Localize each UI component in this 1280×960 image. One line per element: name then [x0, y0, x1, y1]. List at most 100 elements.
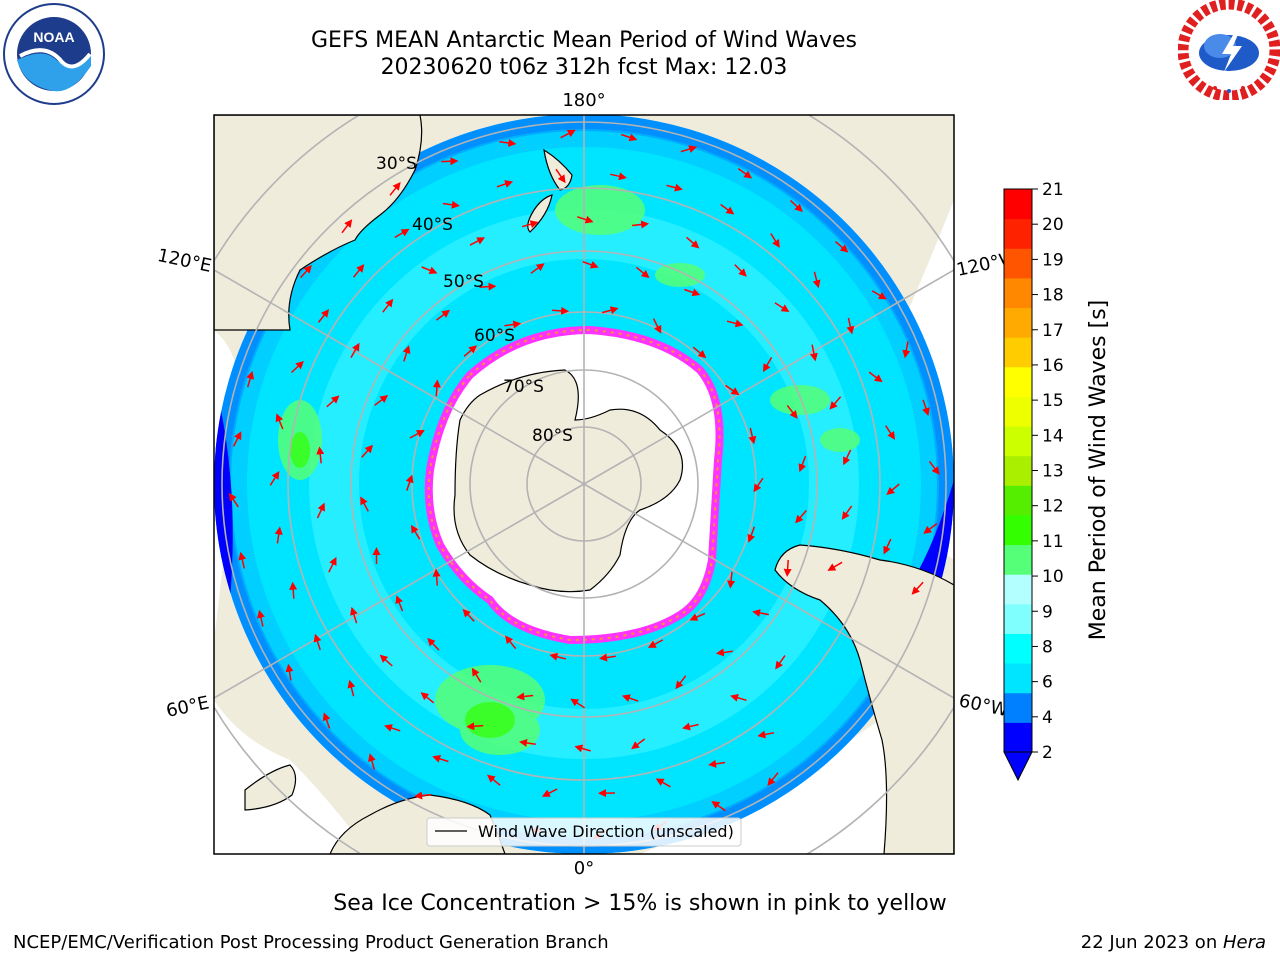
wind-wave-arrow: [389, 181, 401, 196]
colorbar-tick-label: 19: [1042, 250, 1064, 270]
wind-wave-arrow: [829, 396, 842, 410]
footer-credit: NCEP/EMC/Verification Post Processing Pr…: [13, 932, 609, 953]
map-border: [213, 114, 955, 855]
wind-wave-arrow: [812, 271, 821, 289]
wind-wave-arrow: [621, 694, 639, 702]
wind-wave-arrow: [871, 290, 887, 300]
wind-wave-arrow: [420, 692, 435, 704]
wind-wave-arrow: [689, 612, 706, 621]
wind-wave-arrow: [753, 477, 764, 493]
wind-wave-arrow: [652, 318, 662, 334]
wind-wave-arrow: [326, 395, 340, 408]
wind-wave-arrow: [734, 264, 747, 277]
lat-label-50s: 50°S: [443, 272, 484, 292]
wind-wave-arrow: [379, 654, 393, 667]
colorbar-tick-label: 4: [1042, 708, 1053, 728]
wind-wave-arrow: [402, 345, 411, 362]
colorbar-segment: [1004, 218, 1032, 249]
wind-wave-arrow: [748, 427, 757, 445]
wind-wave-arrow: [762, 357, 773, 373]
wind-wave-arrow: [436, 309, 451, 321]
australia: [214, 115, 423, 331]
colorbar-segment: [1004, 277, 1032, 309]
lat-label-30s: 30°S: [376, 154, 417, 174]
colorbar-tick-label: 15: [1042, 391, 1064, 411]
wind-wave-arrow: [775, 655, 786, 670]
colorbar-label: Mean Period of Wind Waves [s]: [1086, 300, 1111, 640]
wind-wave-arrow: [394, 228, 410, 239]
wind-wave-arrow: [275, 413, 284, 430]
colorbar-tick-label: 12: [1042, 497, 1064, 517]
wind-wave-arrow: [432, 754, 449, 763]
wind-wave-arrow: [632, 220, 650, 229]
wind-wave-arrow: [382, 298, 394, 313]
wind-wave-arrow: [462, 608, 475, 622]
wind-wave-arrow: [410, 524, 421, 540]
wind-wave-arrow: [577, 215, 594, 224]
wind-wave-arrow: [682, 722, 699, 731]
wind-wave-arrow: [747, 526, 756, 543]
wind-wave-arrows: [228, 129, 940, 840]
noaa-logo: NOAA: [3, 3, 105, 105]
colorbar-segment: [1004, 337, 1032, 368]
wind-wave-arrow: [516, 692, 534, 701]
wind-wave-arrow: [414, 791, 432, 800]
wind-wave-arrow: [504, 320, 522, 329]
wind-wave-arrow: [574, 744, 591, 753]
wind-wave-arrow: [300, 264, 312, 279]
wind-wave-arrow: [843, 449, 852, 466]
wind-wave-arrow: [868, 371, 883, 383]
colorbar-segment: [1004, 663, 1032, 694]
wind-wave-arrow: [432, 568, 441, 586]
lat-label-40s: 40°S: [412, 215, 453, 235]
map-subtitle: 20230620 t06z 312h fcst Max: 12.03: [380, 55, 788, 80]
colorbar-segment: [1004, 544, 1032, 575]
wind-wave-arrow: [725, 384, 740, 396]
colorbar-tick-label: 20: [1042, 215, 1064, 235]
wind-wave-arrow: [684, 288, 701, 297]
wind-wave-arrow: [922, 399, 930, 416]
wind-wave-arrow: [384, 724, 401, 732]
colorbar-segment: [1004, 574, 1032, 605]
wind-wave-arrow: [726, 319, 744, 328]
wind-wave-arrow: [783, 559, 792, 577]
wind-wave-arrow: [711, 801, 726, 812]
colorbar-segment: [1004, 692, 1032, 723]
legend-label: Wind Wave Direction (unscaled): [478, 822, 734, 841]
wind-wave-arrow: [720, 203, 735, 215]
map-title: GEFS MEAN Antarctic Mean Period of Wind …: [311, 28, 857, 53]
wind-wave-arrow: [350, 606, 358, 624]
colorbar-segment: [1004, 722, 1032, 753]
wind-wave-arrow: [570, 698, 586, 709]
wind-wave-arrow: [883, 538, 892, 555]
wind-wave-arrow: [655, 778, 671, 788]
colorbar-segment: [1004, 307, 1032, 338]
lon-label-60w: 60°W: [957, 690, 1010, 721]
wind-wave-arrow: [774, 302, 790, 312]
wind-wave-arrow: [675, 675, 687, 690]
colorbar-tick-label: 17: [1042, 321, 1064, 341]
wind-wave-arrow: [530, 263, 545, 274]
wind-wave-arrow: [885, 425, 896, 440]
lon-label-60e: 60°E: [164, 692, 211, 722]
wind-wave-arrow: [692, 346, 707, 359]
wind-wave-arrow: [767, 772, 779, 787]
footer-host: Hera: [1222, 932, 1266, 953]
wind-wave-arrow: [620, 133, 638, 142]
wind-wave-arrow: [635, 266, 650, 279]
colorbar-tick-label: 8: [1042, 637, 1053, 657]
wind-wave-arrow: [680, 145, 698, 153]
footer-date-text: 22 Jun 2023 on: [1080, 932, 1223, 953]
wind-wave-arrow: [496, 180, 514, 188]
colorbar-segment: [1004, 248, 1032, 279]
footer-date: 22 Jun 2023 on Hera: [1081, 932, 1266, 953]
wind-wave-arrow: [313, 633, 322, 651]
colorbar-segment: [1004, 485, 1032, 516]
colorbar-tick-label: 2: [1042, 743, 1053, 763]
colorbar-extend-min: [1003, 751, 1033, 782]
wind-wave-arrow: [289, 581, 298, 599]
wind-wave-arrow: [752, 608, 770, 617]
lon-label-0: 0°: [574, 858, 594, 879]
nws-logo: [1178, 0, 1280, 100]
wind-wave-arrow: [666, 183, 683, 192]
